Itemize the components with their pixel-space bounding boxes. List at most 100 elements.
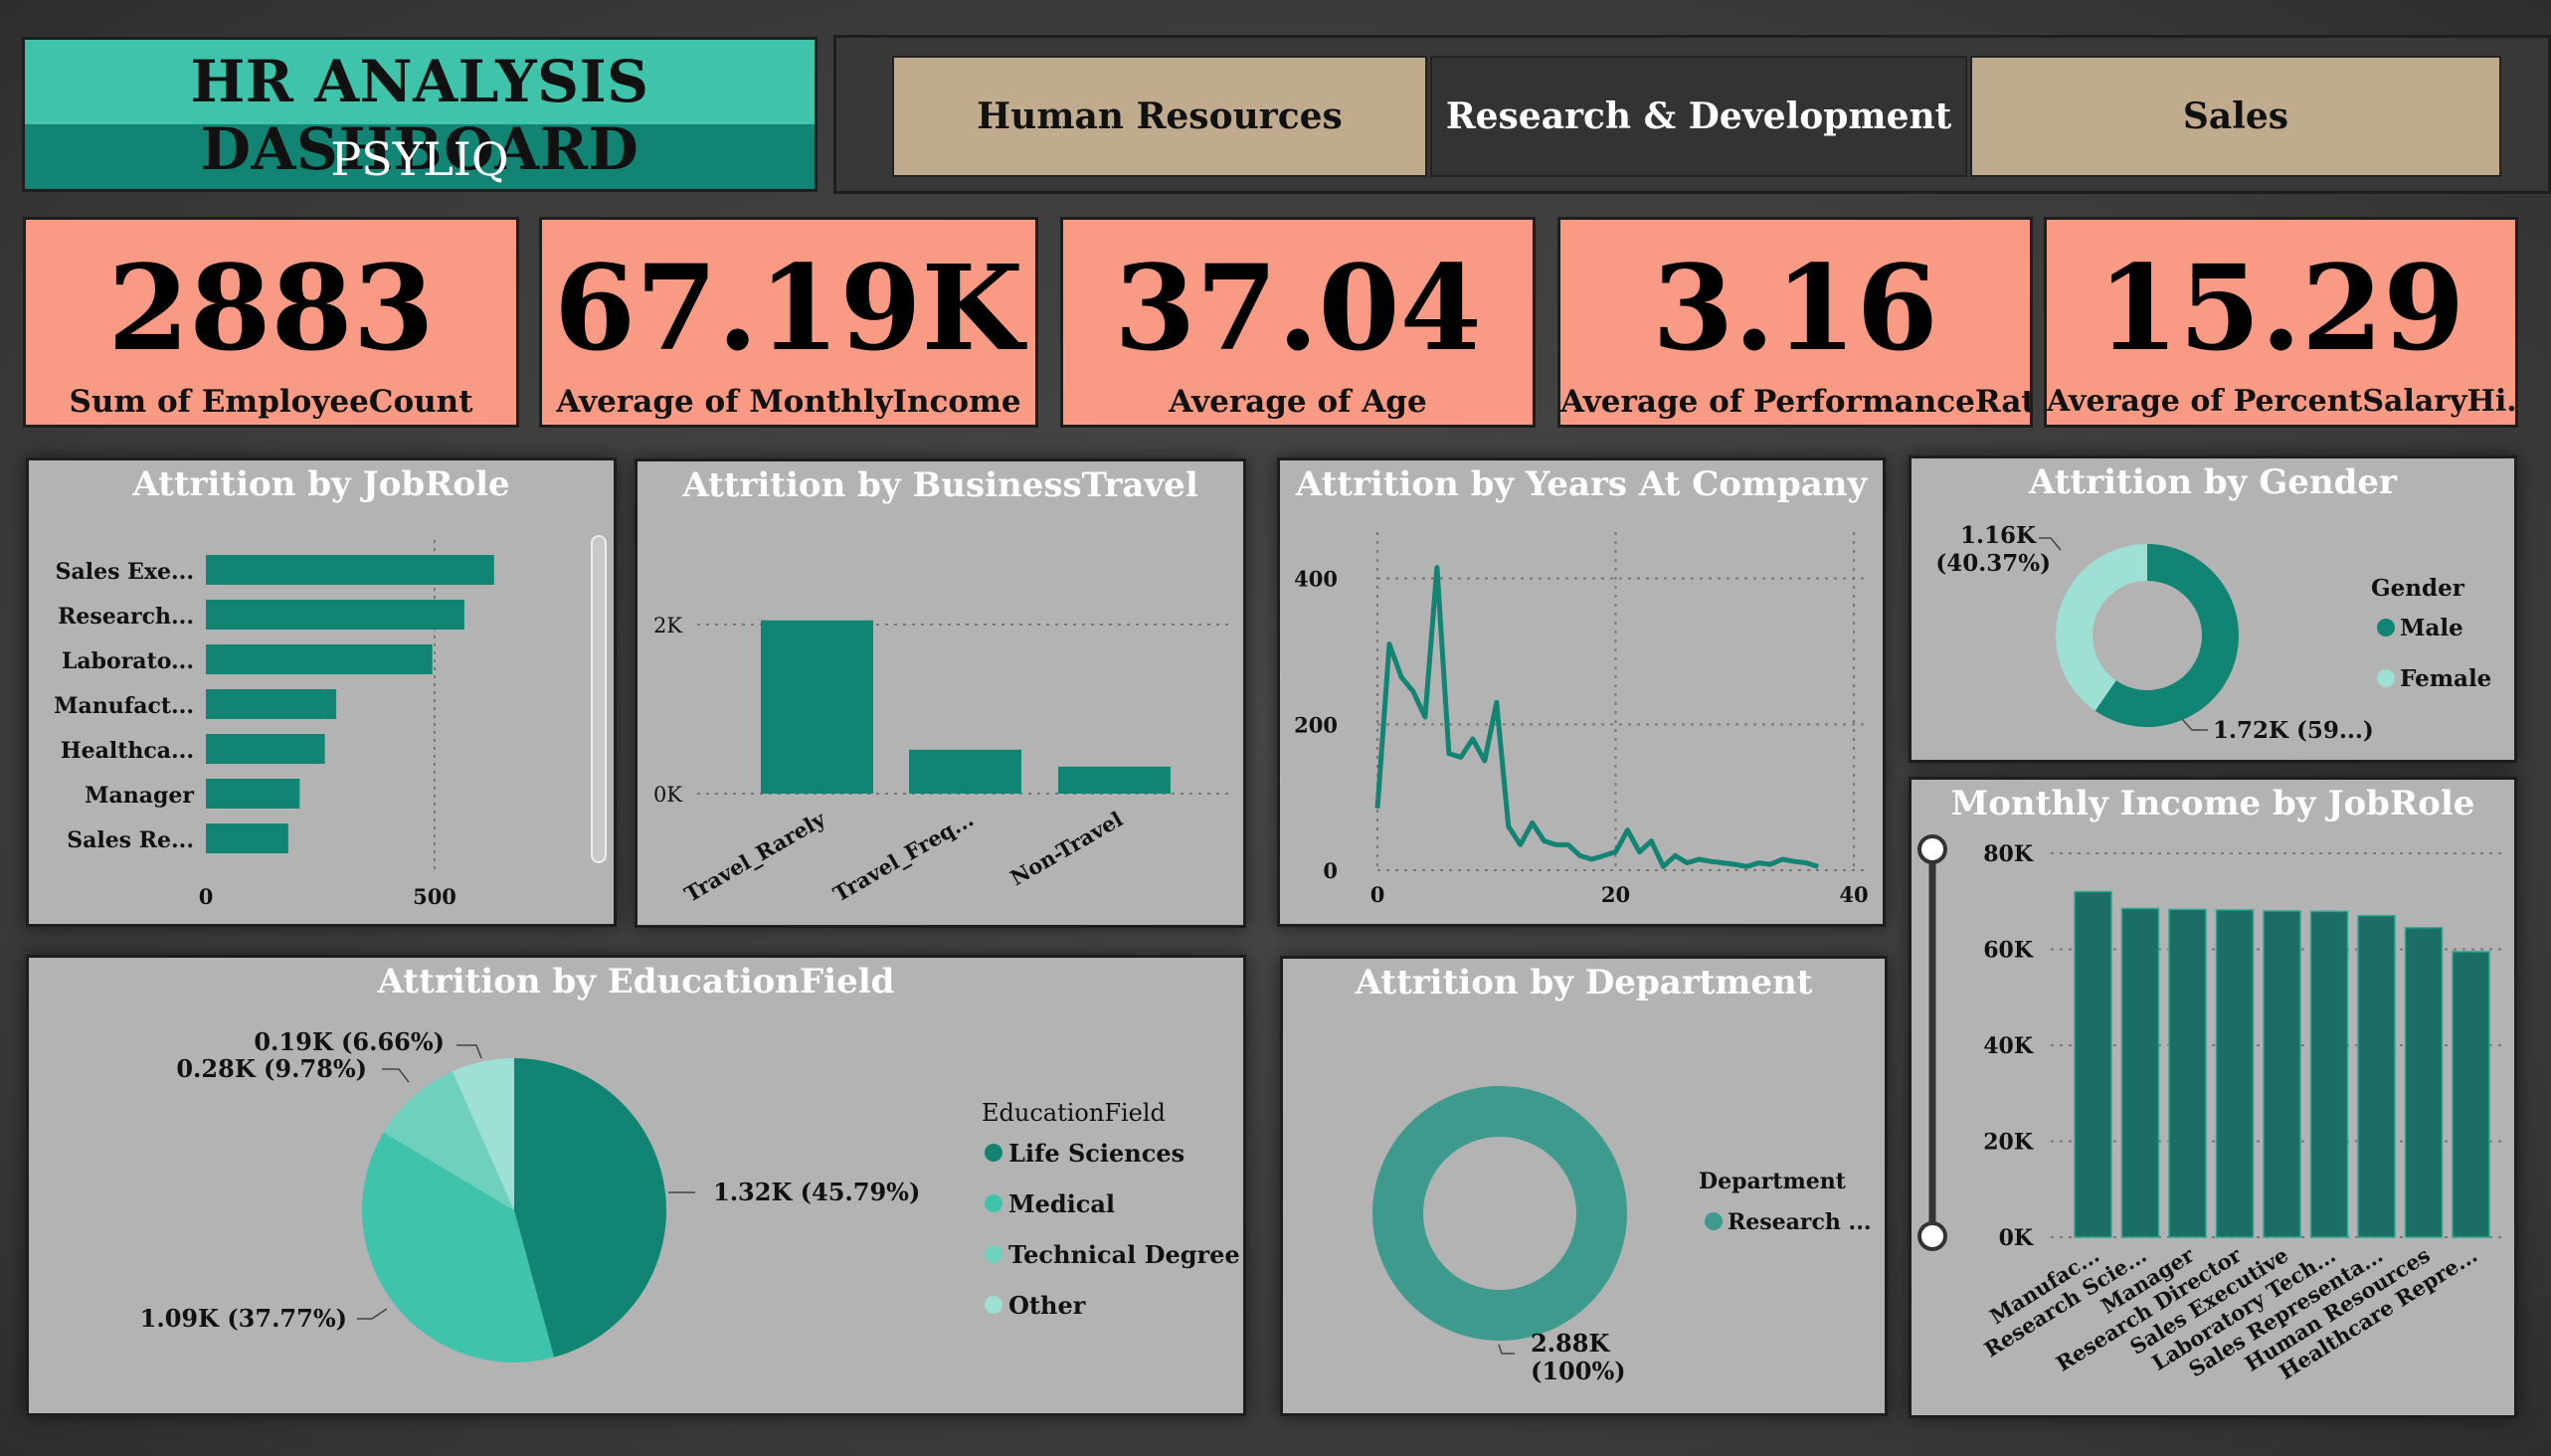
kpi-label: Average of MonthlyIncome: [556, 384, 1021, 420]
income-bar: [2309, 910, 2349, 1238]
category-label: Non-Travel: [1005, 807, 1127, 891]
legend-label: Life Sciences: [1008, 1139, 1184, 1168]
panel-attrition-by-jobrole: Attrition by JobRole Sales Exe... Researc…: [26, 457, 617, 927]
data-label: 0.19K (6.66%): [254, 1027, 445, 1056]
jobrole-bar: [206, 555, 494, 585]
legend-title: Department: [1699, 1169, 1847, 1194]
slicer-button-research-development[interactable]: Research & Development: [1430, 56, 1967, 177]
legend-label: Research ...: [1728, 1209, 1872, 1235]
kpi-label: Sum of EmployeeCount: [69, 384, 473, 420]
category-label: Travel_Rarely: [680, 806, 830, 907]
category-label: Manufact...: [54, 693, 194, 719]
kpi-value: 3.16: [1652, 239, 1938, 377]
legend-title: EducationField: [982, 1099, 1166, 1127]
travel-bar: [761, 620, 873, 794]
x-tick-label: 500: [413, 884, 456, 909]
jobrole-bar: [206, 600, 464, 630]
travel-bar: [1058, 766, 1171, 794]
leader-line: [1498, 1344, 1515, 1355]
data-label: 1.09K (37.77%): [140, 1304, 347, 1333]
legend-label: Female: [2400, 665, 2491, 692]
income-bar: [2404, 927, 2444, 1238]
jobrole-bar: [206, 644, 433, 674]
income-bar: [2120, 907, 2160, 1238]
kpi-monthly-income: 67.19K Average of MonthlyIncome: [539, 217, 1038, 428]
legend-title: Gender: [2371, 575, 2465, 602]
leader-line: [382, 1068, 410, 1083]
title-band: [25, 40, 815, 124]
legend-marker: [985, 1194, 1002, 1212]
legend-label: Male: [2400, 615, 2463, 641]
category-label: Manager: [85, 783, 194, 809]
leader-line: [2181, 718, 2208, 731]
slicer-button-human-resources[interactable]: Human Resources: [892, 56, 1427, 177]
legend-label: Medical: [1008, 1189, 1115, 1218]
chart-title: Attrition by Years At Company: [1295, 464, 1868, 504]
dashboard-title-card: HR ANALYSIS DASHBOARD PSYLIQ: [22, 37, 818, 192]
legend-marker: [985, 1296, 1002, 1314]
education-slice: [383, 1071, 514, 1210]
department-donut-chart: 2.88K(100%) Department Research ...: [1372, 1086, 1872, 1385]
y-tick-label: 0K: [1999, 1225, 2034, 1251]
chart-title: Attrition by Department: [1355, 963, 1813, 1002]
kpi-value: 15.29: [2096, 239, 2465, 377]
jobrole-bar: [206, 823, 288, 853]
y-tick-label: 400: [1294, 567, 1338, 592]
travel-bar: [909, 749, 1021, 794]
gender-donut-chart: 1.16K(40.37%) 1.72K (59...) Gender Male Fema…: [1935, 522, 2491, 744]
jobrole-bar: [206, 689, 337, 719]
legend-label: Other: [1008, 1291, 1086, 1320]
kpi-employee-count: 2883 Sum of EmployeeCount: [23, 217, 519, 428]
legend-marker: [1705, 1212, 1723, 1230]
category-label: Travel_Freq...: [828, 807, 978, 907]
legend-label: Technical Degree: [1008, 1240, 1240, 1269]
kpi-label: Average of PerformanceRating: [1560, 384, 2030, 420]
years-line-chart: 400 200 0 0 20 40: [1294, 532, 1869, 907]
legend-marker: [2377, 669, 2395, 687]
gender-slice: [2056, 544, 2147, 711]
chart-title: Attrition by EducationField: [377, 962, 895, 1001]
leader-line: [456, 1044, 482, 1059]
slider-handle-top: [1917, 834, 1947, 864]
education-slice: [514, 1058, 666, 1358]
leader-line: [2039, 537, 2062, 551]
jobrole-bar: [206, 734, 325, 764]
chart-scrollbar[interactable]: [591, 535, 607, 863]
panel-monthly-income-by-jobrole: Monthly Income by JobRole 0K 20K 40K 60K 80K…: [1909, 777, 2517, 1418]
education-slice: [362, 1132, 555, 1363]
data-label: 1.72K (59...): [2213, 717, 2374, 744]
category-label: Laborato...: [62, 648, 194, 674]
panel-attrition-by-gender: Attrition by Gender 1.16K (40.37%) 1.72K (…: [1909, 455, 2517, 763]
kpi-average-age: 37.04 Average of Age: [1060, 217, 1536, 428]
y-tick-label: 2K: [653, 614, 682, 637]
legend-marker: [985, 1245, 1002, 1263]
data-label: 0.28K (9.78%): [176, 1054, 367, 1083]
jobrole-bar-chart: Sales Exe... Research... Laborato... Manufa…: [54, 540, 494, 909]
dashboard-title: HR ANALYSIS DASHBOARD: [190, 48, 649, 183]
kpi-value: 67.19K: [553, 239, 1024, 377]
income-bar: [2263, 910, 2301, 1238]
chart-title: Attrition by Gender: [2029, 462, 2397, 502]
x-tick-label: 20: [1601, 882, 1630, 907]
category-label: Sales Exe...: [56, 559, 194, 585]
x-tick-label: 40: [1839, 882, 1868, 907]
kpi-performance-rating: 3.16 Average of PerformanceRating: [1557, 217, 2033, 428]
data-label: 1.32K (45.79%): [713, 1178, 920, 1206]
slicer-button-sales[interactable]: Sales: [1970, 56, 2501, 177]
gender-slice: [2095, 544, 2239, 727]
panel-attrition-by-department: Attrition by Department 2.88K (100%) Depar…: [1280, 956, 1888, 1416]
kpi-value: 2883: [107, 239, 435, 377]
x-tick-label: 0: [1370, 882, 1385, 907]
income-bar: [2168, 908, 2207, 1238]
dashboard-subtitle: PSYLIQ: [330, 132, 509, 186]
panel-attrition-by-businesstravel: Attrition by BusinessTravel 2K 0K Travel_R…: [635, 458, 1246, 928]
income-bar: [2215, 909, 2255, 1238]
y-tick-label: 0: [1323, 858, 1338, 883]
category-label: Sales Re...: [67, 827, 194, 853]
data-label: 2.88K: [1531, 1329, 1610, 1358]
x-tick-label: 0: [199, 884, 214, 909]
panel-attrition-by-educationfield: Attrition by EducationField 1.32K (45.79…: [26, 955, 1246, 1416]
slider-handle-bottom: [1917, 1221, 1947, 1251]
chart-title: Attrition by JobRole: [132, 464, 510, 504]
